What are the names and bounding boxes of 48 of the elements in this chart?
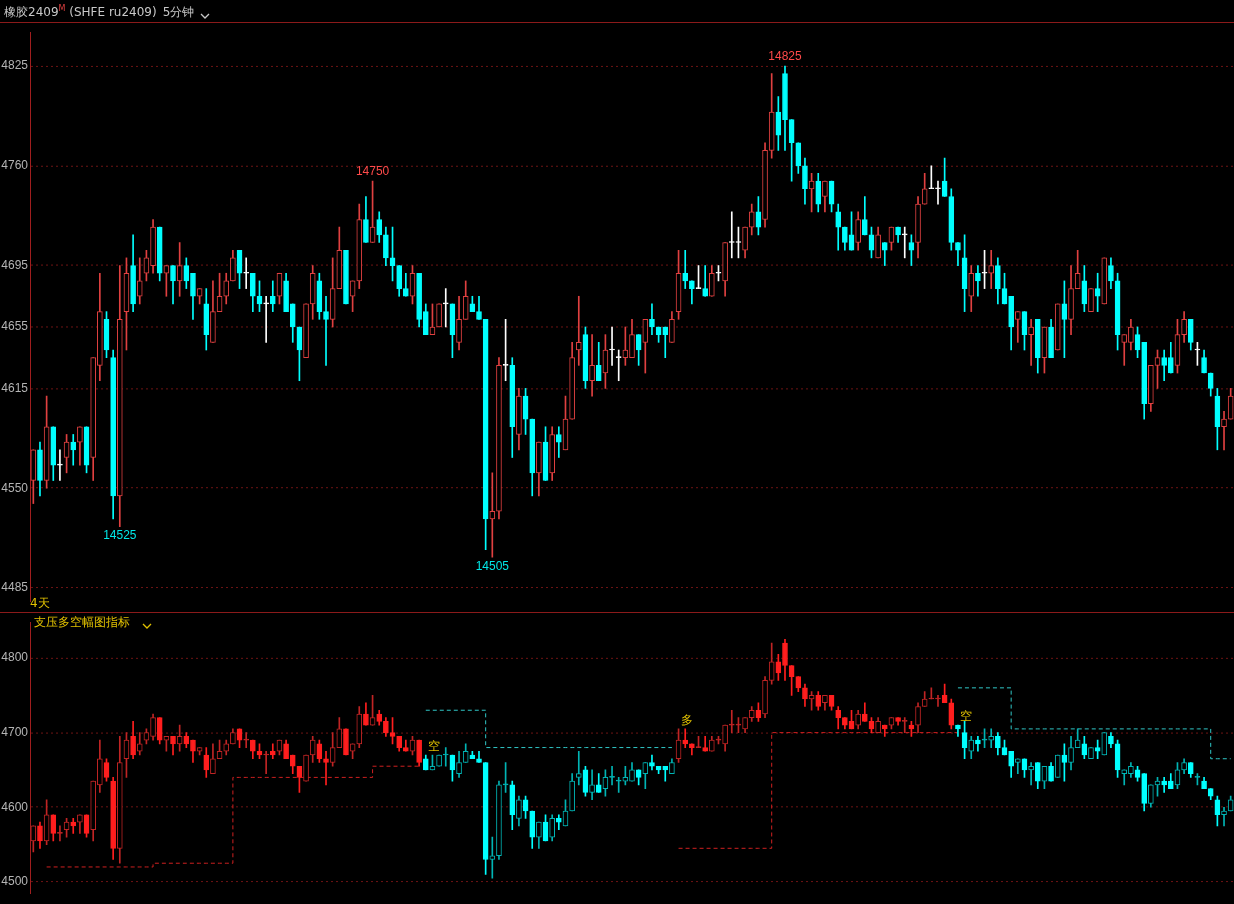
- candlestick: [323, 750, 329, 786]
- candlestick: [556, 426, 562, 458]
- annotation: 空: [427, 739, 440, 754]
- y-tick-label: 4825: [1, 58, 29, 73]
- y-tick-label: 4485: [1, 580, 29, 595]
- y-tick-label: 4700: [1, 724, 29, 739]
- candlestick: [615, 349, 622, 382]
- candlestick: [442, 288, 449, 328]
- candlestick: [575, 295, 582, 366]
- chart-title: 橡胶2409$^{M}$ (SHFE ru2409): [4, 4, 157, 21]
- y-tick-label: 4615: [1, 380, 29, 395]
- y-tick-label: 4500: [1, 874, 29, 889]
- y-tick-label: 4655: [1, 319, 29, 334]
- y-tick-label: 4550: [1, 480, 29, 495]
- candlestick: [575, 750, 582, 786]
- candlestick: [901, 226, 908, 259]
- candlestick: [442, 747, 449, 767]
- y-tick-label: 4760: [1, 158, 29, 173]
- annotation: 14525: [103, 527, 137, 542]
- candlestick: [243, 257, 250, 289]
- candlestick: [489, 836, 496, 879]
- candlestick: [57, 449, 63, 481]
- annotation: 14505: [475, 558, 510, 573]
- candlestick: [935, 180, 941, 205]
- y-tick-label: 4695: [1, 257, 29, 272]
- candlestick: [489, 472, 496, 558]
- candlestick: [988, 249, 995, 289]
- candlestick: [263, 750, 269, 774]
- candlestick: [609, 326, 615, 366]
- candlestick: [728, 709, 735, 733]
- candlestick: [1221, 411, 1227, 451]
- y-tick-label: 4800: [1, 650, 29, 665]
- annotation: 多: [680, 713, 693, 728]
- annotation: 14825: [768, 49, 802, 64]
- candlestick: [263, 295, 269, 343]
- annotation: 14750: [355, 164, 390, 179]
- candlestick: [975, 265, 981, 297]
- chart-subtitle: 5分钟: [162, 4, 195, 21]
- y-tick-label: 4600: [1, 799, 29, 814]
- candlestick: [682, 249, 689, 289]
- annotation: 4天: [30, 595, 50, 612]
- candlestick: [935, 694, 941, 707]
- candlestick: [323, 295, 329, 366]
- candlestick: [243, 732, 250, 748]
- candlestick: [615, 777, 622, 793]
- candlestick: [1028, 318, 1034, 366]
- annotation: 空: [959, 709, 972, 724]
- chart-title: 支压多空幅图指标: [34, 614, 130, 631]
